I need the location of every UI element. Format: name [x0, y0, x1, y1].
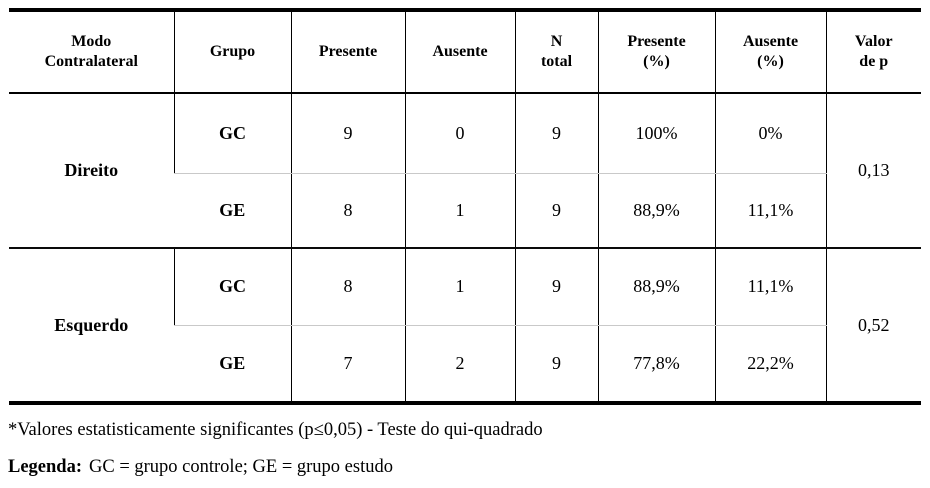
table-row-esquerdo-ge: GE 7 2 9 77,8% 22,2%: [9, 325, 921, 403]
cell-ausente-pct: 0%: [714, 93, 826, 174]
cell-grupo: GE: [174, 173, 291, 249]
table-row-direito-ge: GE 8 1 9 88,9% 11,1%: [9, 173, 921, 249]
table-header: Modo Contralateral Grupo Presente Ausent…: [9, 10, 921, 93]
cell-ausente-pct: 22,2%: [714, 325, 826, 403]
document-page: Modo Contralateral Grupo Presente Ausent…: [0, 8, 930, 488]
cell-ausente: 1: [404, 248, 515, 326]
legend-label: Legenda:: [8, 457, 82, 478]
header-row: Modo Contralateral Grupo Presente Ausent…: [9, 10, 921, 93]
col-header-valor-de-p: Valor de p: [825, 10, 921, 93]
table-body: Direito GC 9 0 9 100% 0% 0,13 GE 8 1 9 8…: [9, 93, 921, 403]
cell-presente: 7: [290, 325, 405, 403]
cell-ausente: 1: [404, 173, 515, 249]
cell-p-value-esquerdo: 0,52: [825, 248, 921, 403]
cell-grupo: GE: [219, 352, 246, 373]
cell-ausente-pct: 11,1%: [714, 173, 826, 249]
col-header-ausente: Ausente: [404, 10, 515, 93]
cell-grupo: GC: [173, 248, 291, 326]
legend-line: Legenda: GC = grupo controle; GE = grupo …: [8, 456, 930, 478]
col-header-presente-pct: Presente (%): [597, 10, 715, 93]
cell-presente-pct: 88,9%: [597, 248, 715, 326]
col-header-n-total: N total: [514, 10, 598, 93]
cell-n-total: 9: [514, 173, 598, 249]
cell-n-total: 9: [514, 248, 598, 326]
col-header-ausente-pct: Ausente (%): [714, 10, 826, 93]
cell-n-total: 9: [514, 325, 598, 403]
cell-ausente: 0: [404, 93, 515, 174]
cell-ausente: 2: [404, 325, 515, 403]
col-header-grupo: Grupo: [173, 10, 291, 93]
cell-grupo: GC: [173, 93, 291, 174]
col-header-modo-contralateral: Modo Contralateral: [44, 33, 138, 70]
cell-ausente-pct: 11,1%: [714, 248, 826, 326]
col-header-presente: Presente: [290, 10, 405, 93]
results-table: Modo Contralateral Grupo Presente Ausent…: [9, 8, 921, 405]
significance-footnote: *Valores estatisticamente significantes …: [8, 420, 543, 440]
cell-p-value-direito: 0,13: [825, 93, 921, 249]
cell-presente: 9: [290, 93, 405, 174]
cell-presente-pct: 77,8%: [597, 325, 715, 403]
cell-presente-pct: 100%: [597, 93, 715, 174]
cell-presente: 8: [290, 248, 405, 326]
legend-text: GC = grupo controle; GE = grupo estudo: [89, 457, 393, 478]
cell-n-total: 9: [514, 93, 598, 174]
cell-mode-esquerdo: Esquerdo: [54, 314, 129, 335]
cell-mode-direito: Direito: [9, 93, 174, 249]
table-row-direito-gc: Direito GC 9 0 9 100% 0% 0,13: [9, 93, 921, 249]
cell-presente-pct: 88,9%: [597, 173, 715, 249]
table-row-esquerdo-gc: Esquerdo GC 8 1 9 88,9% 11,1% 0,52: [9, 248, 921, 403]
cell-presente: 8: [290, 173, 405, 249]
